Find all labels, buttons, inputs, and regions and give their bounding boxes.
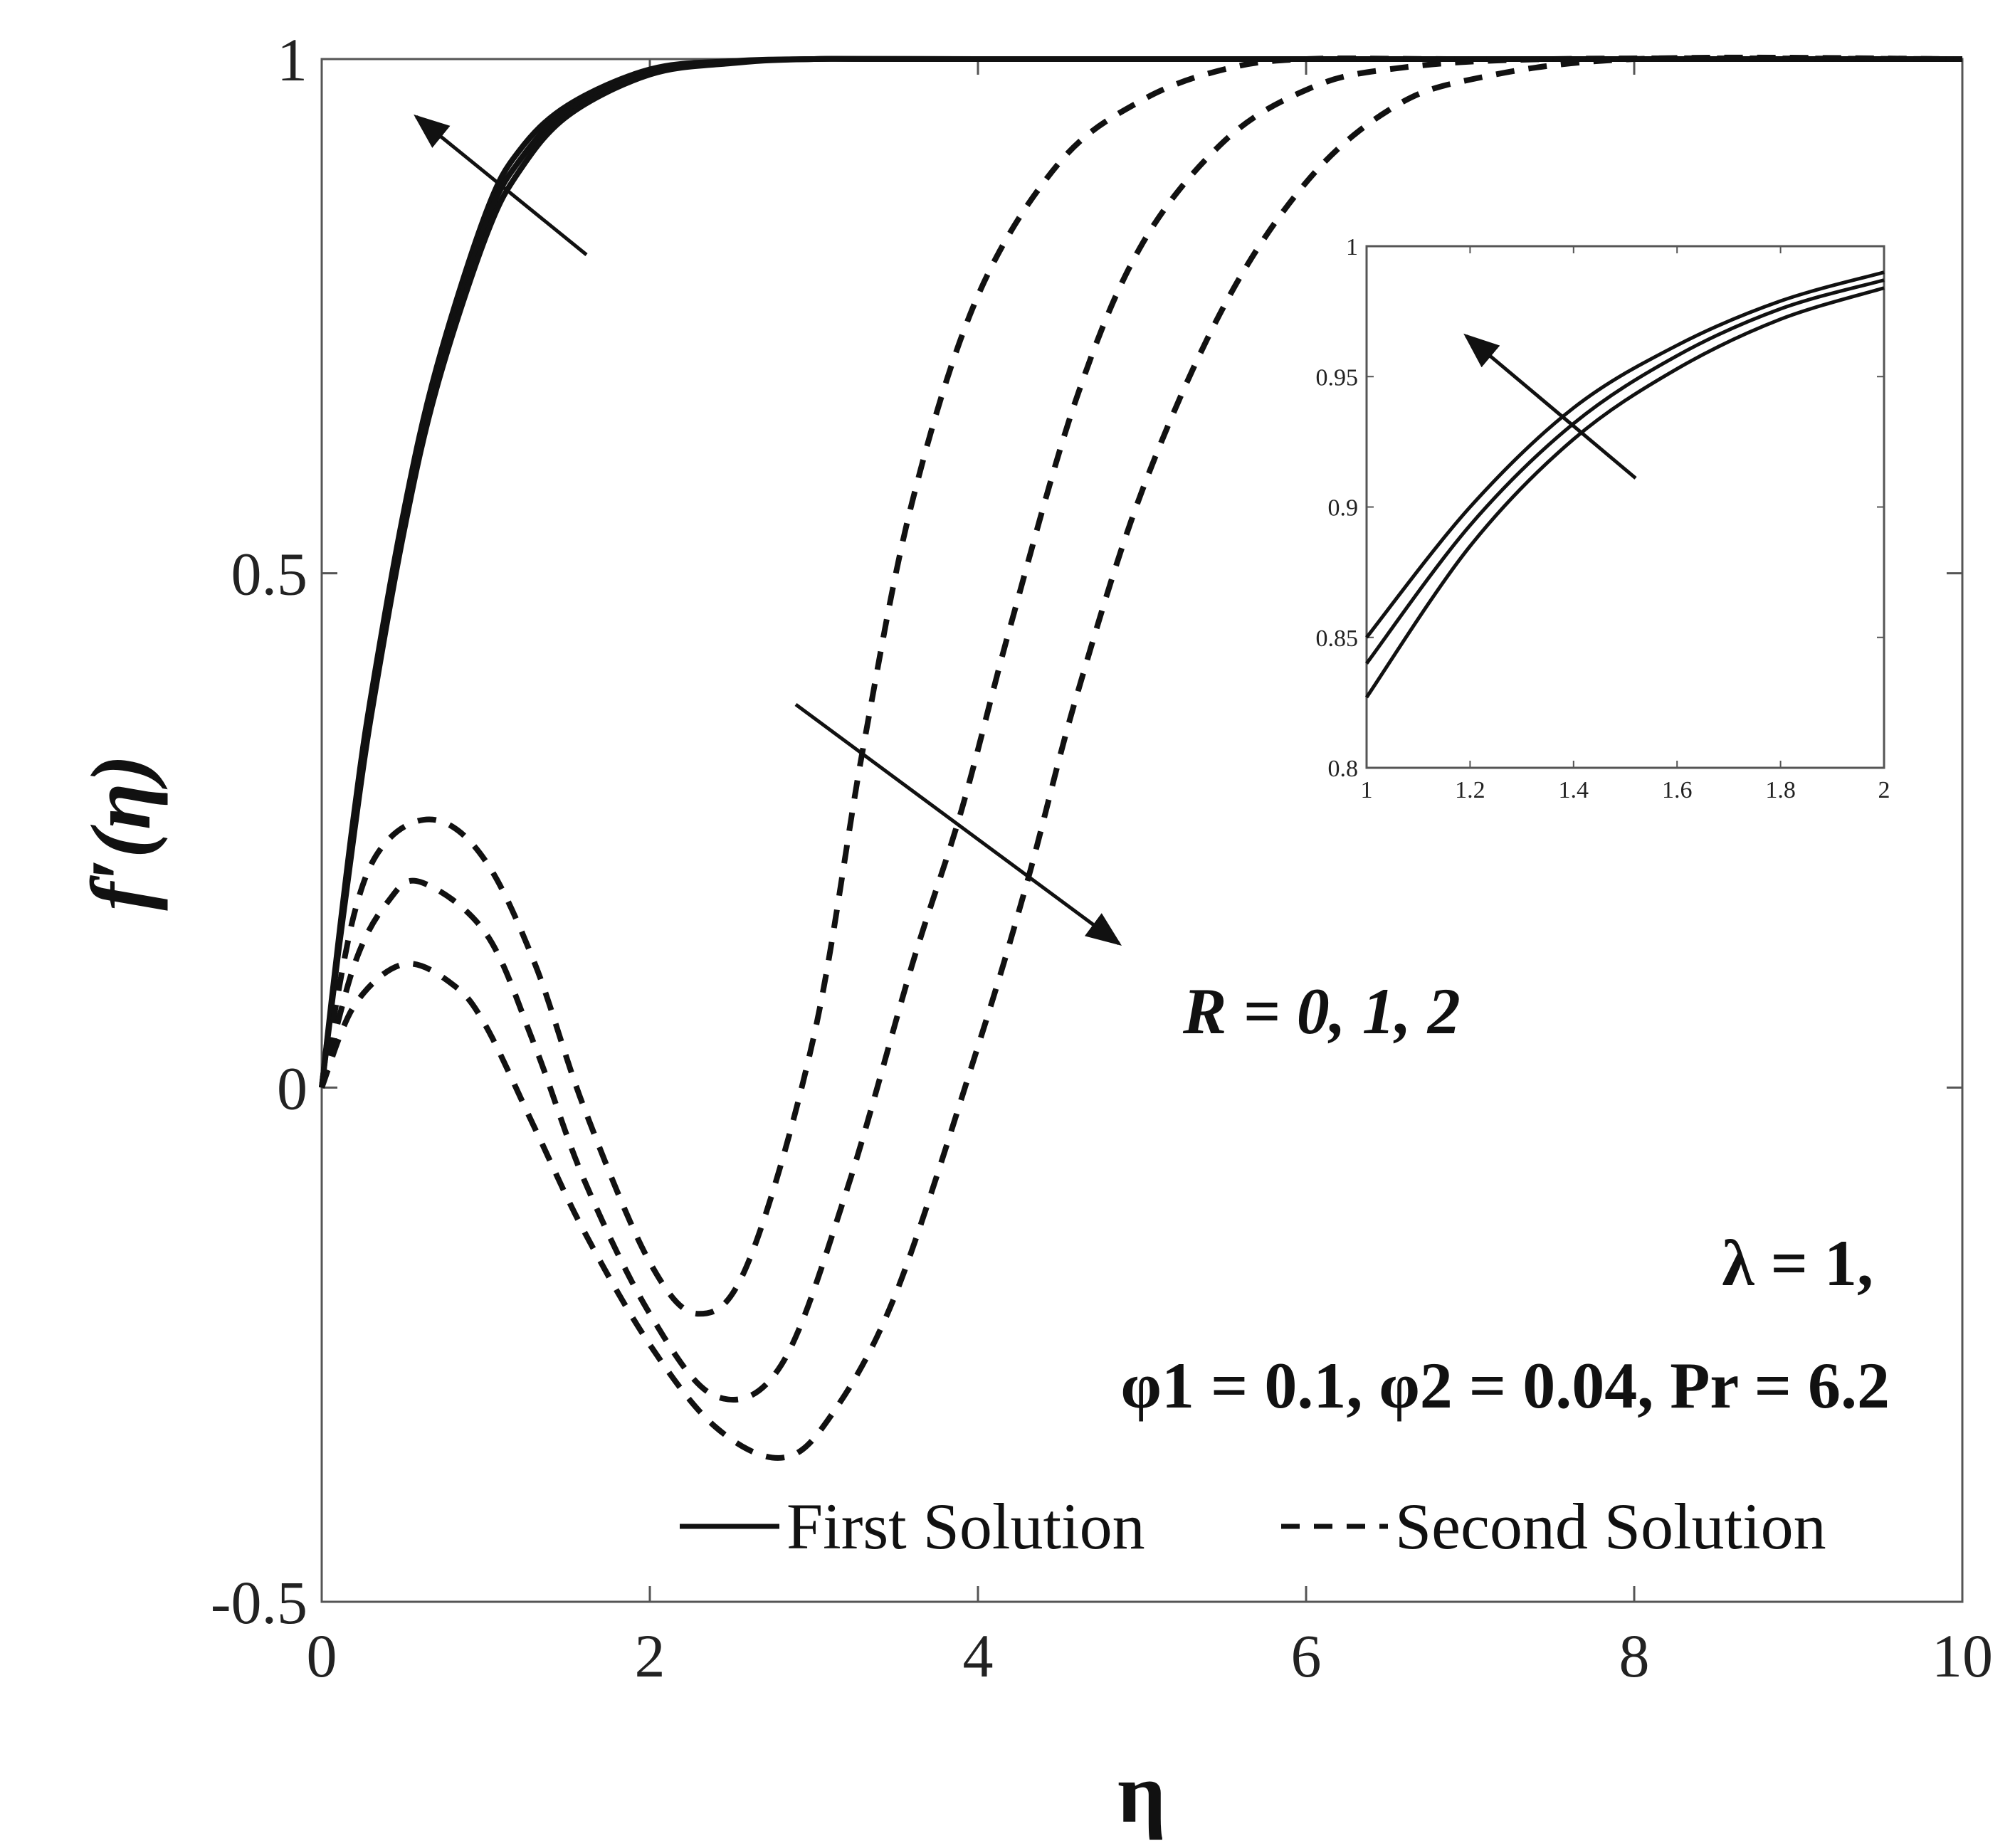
inset-y-tick-label: 0.95 [1316,364,1359,391]
inset-plot-area [1365,245,1885,769]
r-label: R = 0, 1, 2 [1182,975,1461,1047]
arrow-first-solution [414,114,588,256]
y-tick-label: -0.5 [211,1568,307,1637]
lambda-label: λ = 1, [1722,1227,1873,1299]
y-tick-label: 0.5 [231,540,308,608]
params-label: φ1 = 0.1, φ2 = 0.04, Pr = 6.2 [1121,1349,1890,1422]
x-tick-label: 4 [963,1622,994,1690]
inset-y-tick-label: 0.85 [1316,625,1359,652]
legend-label-second: Second Solution [1395,1490,1826,1563]
legend-label-first: First Solution [786,1490,1145,1563]
inset-y-tick-label: 0.9 [1328,495,1359,522]
main-ticks: 0 2 4 6 8 10-0.500.51 [211,26,1993,1690]
x-axis-label: η [1117,1746,1166,1840]
x-tick-label: 0 [307,1622,337,1690]
inset-x-tick-label: 1.8 [1765,777,1796,803]
y-axis-label: f′(η) [73,754,168,911]
x-tick-label: 8 [1619,1622,1650,1690]
inset-x-tick-label: 1.2 [1455,777,1485,803]
inset-series-0 [1365,270,1885,639]
y-tick-label: 1 [277,26,307,94]
inset-series-1 [1364,278,1885,665]
inset-x-tick-label: 1.4 [1559,777,1589,803]
inset-series [1364,270,1885,699]
inset-ticks: 1 1.2 1.4 1.6 1.8 2 0.8 0.85 0.9 0.95 1 [1316,234,1890,803]
arrow-second-solution [794,702,1122,946]
inset-y-tick-label: 0.8 [1328,756,1359,782]
series-first-solution-2 [319,56,1962,1088]
main-series [319,54,1963,1461]
series-second-solution-4 [319,55,1963,1403]
inset-x-tick-label: 1 [1361,777,1373,803]
inset-y-tick-label: 1 [1346,234,1358,260]
series-second-solution-5 [319,54,1963,1461]
arrow-inset [1463,333,1637,480]
inset-x-tick-label: 1.6 [1662,777,1693,803]
inset-x-tick-label: 2 [1878,777,1890,803]
legend: First Solution Second Solution [680,1490,1826,1563]
series-second-solution-3 [319,55,1962,1317]
x-tick-label: 6 [1291,1622,1322,1690]
y-tick-label: 0 [277,1054,307,1122]
x-tick-label: 2 [635,1622,665,1690]
inset-series-2 [1364,286,1885,699]
x-tick-label: 10 [1932,1622,1993,1690]
